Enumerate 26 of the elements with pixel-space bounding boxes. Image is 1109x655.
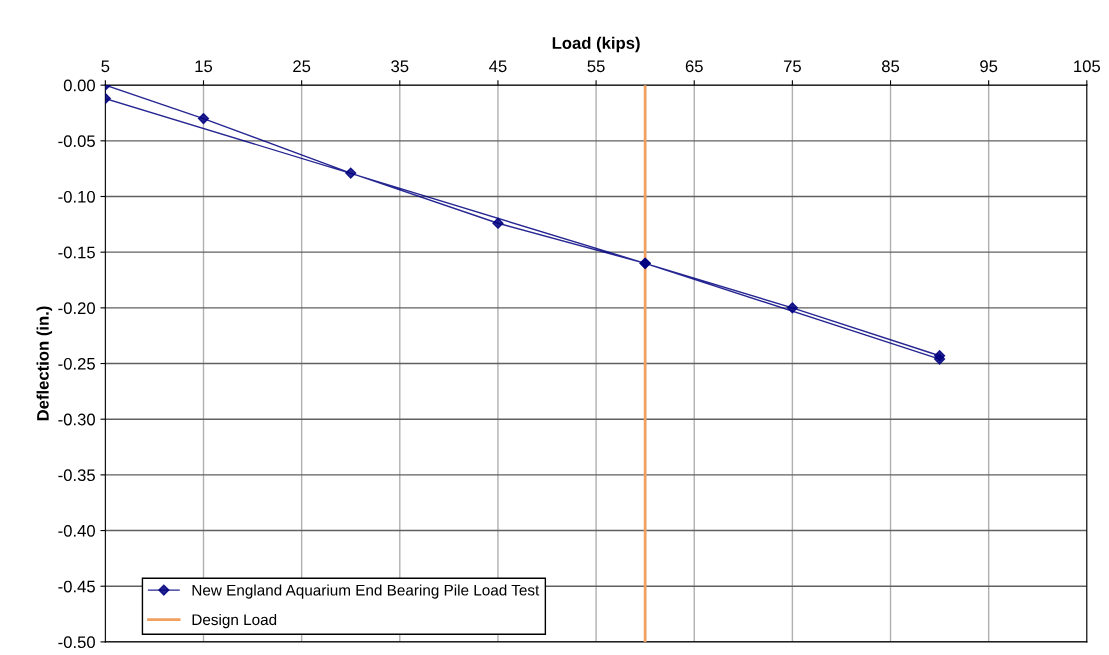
y-tick-label: -0.30 xyxy=(58,413,95,426)
y-tick-label: -0.05 xyxy=(58,135,95,148)
x-tick-label: 25 xyxy=(293,60,311,73)
y-tick-label: -0.15 xyxy=(58,246,95,259)
y-tick-label: -0.45 xyxy=(58,580,95,593)
y-tick-label: -0.40 xyxy=(58,524,95,537)
x-tick-label: 65 xyxy=(685,60,703,73)
y-tick-label: -0.10 xyxy=(58,190,95,203)
y-tick-label: 0.00 xyxy=(63,79,95,92)
y-axis-title: Deflection (in.) xyxy=(36,306,53,421)
y-tick-label: -0.25 xyxy=(58,357,95,370)
x-tick-label: 35 xyxy=(391,60,409,73)
x-tick-label: 105 xyxy=(1074,60,1101,73)
x-tick-label: 85 xyxy=(881,60,900,73)
x-tick-label: 5 xyxy=(101,60,110,73)
x-tick-label: 95 xyxy=(980,60,998,73)
x-tick-label: 55 xyxy=(587,60,605,73)
x-tick-label: 15 xyxy=(195,60,213,73)
y-tick-label: -0.35 xyxy=(58,469,95,482)
legend-label: New England Aquarium End Bearing Pile Load Test xyxy=(192,584,540,599)
y-tick-label: -0.50 xyxy=(58,636,95,649)
x-axis-title: Load (kips) xyxy=(552,36,640,53)
legend-label: Design Load xyxy=(192,613,277,629)
x-tick-label: 45 xyxy=(489,60,507,73)
x-tick-label: 75 xyxy=(783,60,801,73)
y-tick-label: -0.20 xyxy=(58,302,95,315)
